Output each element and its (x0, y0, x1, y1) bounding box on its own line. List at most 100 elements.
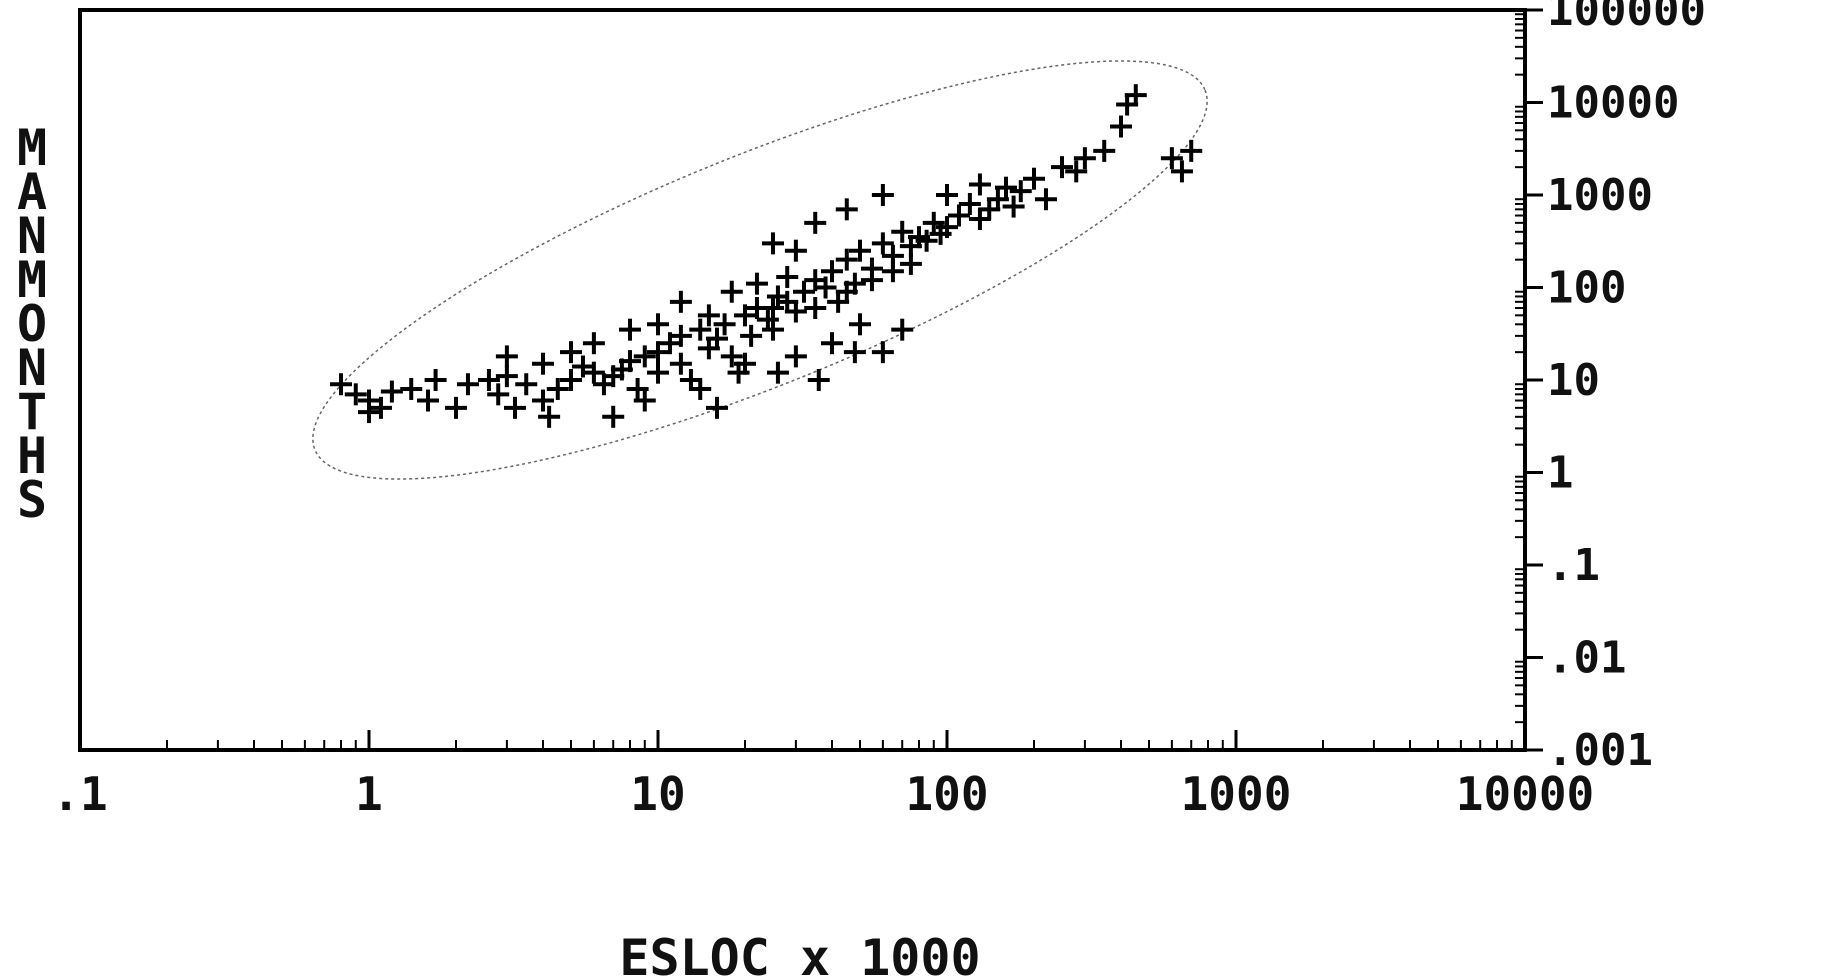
data-point (881, 260, 904, 283)
data-point (804, 297, 827, 320)
data-point (647, 313, 669, 336)
data-point (986, 188, 1009, 211)
data-point (766, 361, 789, 384)
data-point (762, 318, 785, 341)
data-point (444, 396, 467, 419)
data-point (849, 239, 872, 262)
data-point (740, 324, 763, 347)
data-point (1022, 167, 1045, 190)
data-point (762, 232, 785, 255)
data-point (1009, 180, 1032, 203)
data-point (1051, 156, 1074, 179)
data-point (745, 272, 768, 295)
x-tick-label: 1000 (1181, 767, 1292, 821)
data-point (669, 352, 692, 375)
data-point (329, 373, 352, 396)
y-tick-label: 10000 (1547, 78, 1679, 129)
data-point (835, 198, 858, 221)
x-tick-label: 1 (355, 767, 383, 821)
data-point (713, 313, 736, 336)
data-point (618, 350, 641, 373)
data-point (871, 341, 894, 364)
data-point (922, 211, 945, 234)
data-point (720, 280, 743, 303)
data-point (618, 318, 641, 341)
data-point (792, 280, 815, 303)
data-point (626, 377, 649, 400)
data-point (531, 352, 554, 375)
y-tick-label: .01 (1547, 633, 1626, 684)
data-point (1109, 115, 1132, 138)
x-tick-label: .1 (52, 767, 107, 821)
data-point (994, 176, 1017, 199)
data-point (344, 383, 367, 406)
data-point (871, 232, 894, 255)
data-point (756, 308, 779, 331)
data-point (733, 304, 756, 327)
data-point (515, 373, 538, 396)
y-tick-label: 1 (1547, 448, 1574, 499)
data-point (804, 211, 827, 234)
data-point (720, 345, 743, 368)
data-point (820, 260, 843, 283)
data-point (1124, 84, 1147, 107)
data-point (1073, 147, 1096, 170)
confidence-ellipse (312, 60, 1208, 480)
data-point (697, 304, 720, 327)
data-point (487, 383, 510, 406)
data-point (929, 222, 952, 245)
y-tick-label: 1000 (1547, 170, 1653, 221)
data-point (495, 365, 518, 388)
data-point (633, 389, 656, 412)
data-point (891, 318, 914, 341)
data-point (849, 313, 872, 336)
data-point (560, 369, 583, 391)
plot-frame (78, 8, 1527, 752)
x-tick-label: 10000 (1456, 767, 1594, 821)
data-point (546, 377, 569, 400)
data-point (947, 204, 970, 227)
x-axis-ticks: .1 1 10 100 1000 10000 (52, 730, 1594, 821)
data-point (495, 345, 518, 368)
data-point (871, 184, 894, 206)
data-point (400, 377, 423, 400)
y-axis-ticks: 100000 10000 1000 100 10 1 .1 .01 .001 (1515, 0, 1706, 776)
data-point (1170, 160, 1193, 183)
data-point (814, 276, 837, 299)
data-point (689, 318, 712, 341)
data-point (784, 239, 807, 262)
data-point (424, 369, 447, 391)
data-point (633, 345, 656, 368)
data-point (602, 405, 625, 428)
data-point (669, 290, 692, 313)
data-point (899, 235, 922, 258)
x-axis-title: ESLOC x 1000 (619, 929, 980, 980)
data-point (705, 396, 728, 419)
data-point (820, 332, 843, 355)
data-point (669, 324, 692, 347)
data-point (1180, 139, 1203, 162)
data-point (647, 341, 669, 364)
y-tick-label: 10 (1547, 355, 1600, 406)
data-point (843, 341, 866, 364)
data-point (380, 380, 403, 403)
data-point (733, 352, 756, 375)
data-point (807, 369, 830, 391)
data-point (784, 345, 807, 368)
data-point (762, 297, 785, 320)
data-point (503, 396, 526, 419)
y-tick-label: 100000 (1547, 0, 1706, 36)
data-point (1093, 139, 1116, 162)
data-point (958, 192, 981, 215)
data-point (1065, 160, 1088, 183)
data-point (1160, 147, 1183, 170)
data-point (689, 377, 712, 400)
data-point (915, 229, 938, 252)
x-tick-label: 10 (630, 767, 685, 821)
data-point (358, 401, 380, 424)
data-point (369, 396, 392, 419)
data-point (835, 248, 858, 271)
